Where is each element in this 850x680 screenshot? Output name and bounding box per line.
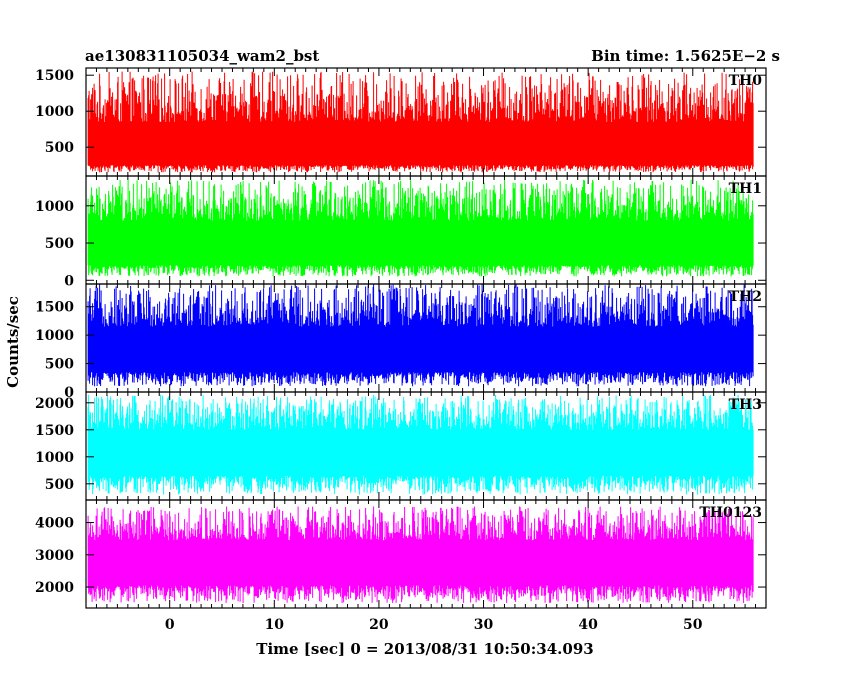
y-tick-label: 3000 (35, 548, 74, 564)
y-tick-label: 500 (45, 357, 74, 373)
series-line-th0123 (87, 506, 754, 603)
y-tick-label: 1000 (35, 328, 74, 344)
y-axis-label: Counts/sec (4, 296, 22, 388)
x-tick-label: 20 (369, 617, 389, 633)
y-tick-label: 1000 (35, 104, 74, 120)
y-tick-label: 500 (45, 140, 74, 156)
y-tick-label: 4000 (35, 516, 74, 532)
panel-th0: 500 1000 1500 TH0 (35, 67, 767, 177)
y-tick-label: 0 (64, 385, 74, 401)
panel-th3: 500 1000 1500 2000 TH3 (35, 391, 767, 501)
chart-title-left: ae130831105034_wam2_bst (85, 47, 319, 65)
series-label-th1: TH1 (729, 181, 762, 197)
y-tick-label: 500 (45, 477, 74, 493)
series-label-th0: TH0 (729, 73, 763, 89)
x-tick-label: 50 (683, 617, 703, 633)
series-label-th2: TH2 (729, 289, 762, 305)
x-tick-label: 40 (578, 617, 598, 633)
x-tick-label: 0 (165, 617, 175, 633)
x-tick-label: 30 (474, 617, 494, 633)
y-tick-label: 500 (45, 236, 74, 252)
y-tick-label: 1500 (35, 300, 74, 316)
chart-title-right: Bin time: 1.5625E−2 s (591, 47, 780, 65)
panel-th1: 0 500 1000 TH1 (35, 175, 767, 289)
panel-th0123: 2000 3000 4000 TH0123 (35, 499, 767, 609)
series-line-th0 (87, 71, 754, 173)
y-tick-label: 1000 (35, 450, 74, 466)
series-line-th2 (87, 284, 754, 387)
x-axis-label: Time [sec] 0 = 2013/08/31 10:50:34.093 (256, 640, 593, 658)
panel-th2: 0 500 1000 1500 TH2 (35, 283, 767, 401)
y-tick-label: 1500 (35, 68, 74, 84)
series-line-th3 (87, 394, 754, 495)
panel-frame (85, 499, 767, 609)
series-label-th3: TH3 (729, 397, 762, 413)
y-tick-label: 1500 (35, 423, 74, 439)
y-tick-label: 2000 (35, 580, 74, 596)
x-tick-label: 10 (265, 617, 285, 633)
series-label-th0123: TH0123 (699, 505, 762, 521)
series-line-th1 (87, 179, 754, 277)
y-tick-label: 1000 (35, 199, 74, 215)
y-tick-label: 2000 (35, 396, 74, 412)
y-tick-label: 0 (64, 273, 74, 289)
